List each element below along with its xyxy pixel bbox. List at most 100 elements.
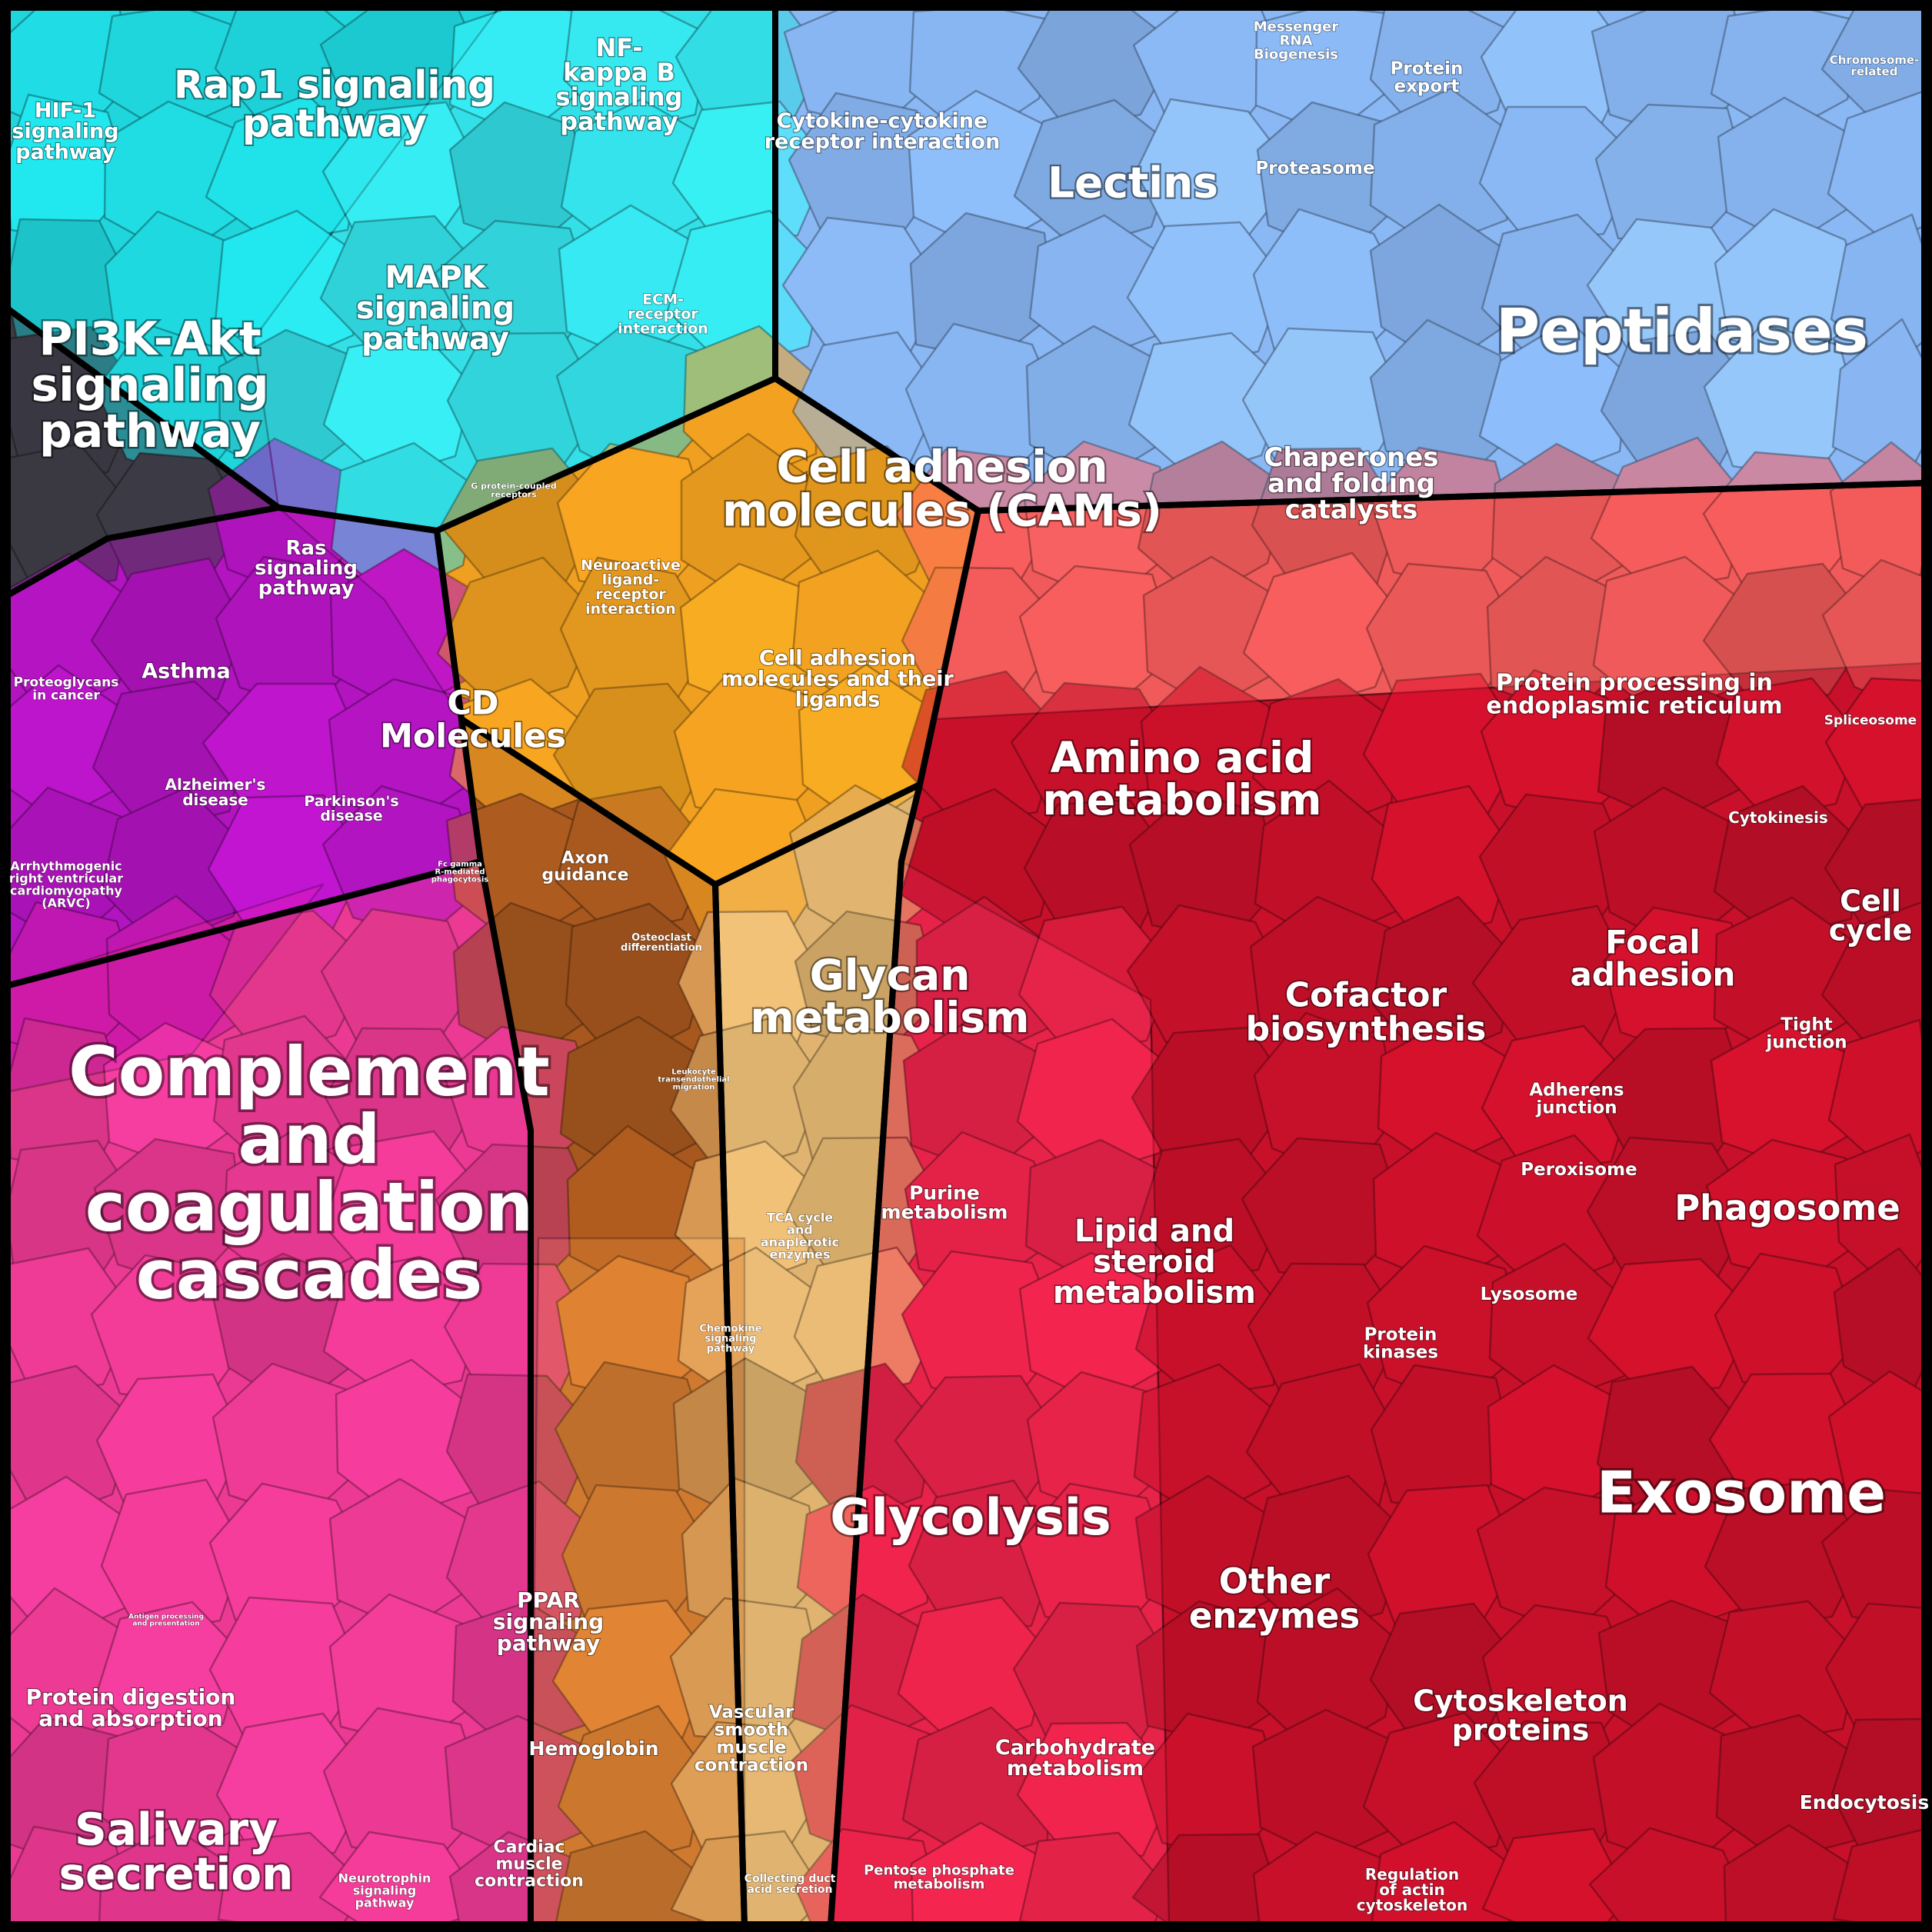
voronoi-cell xyxy=(1370,1820,1523,1926)
label-leukocyte: Leukocyte transendothelial migration xyxy=(658,1068,729,1092)
label-line: related xyxy=(1851,65,1898,78)
label-ras: Ras signaling pathway xyxy=(255,537,358,600)
label-line: signaling xyxy=(12,119,118,143)
label-line: catalysts xyxy=(1285,495,1418,525)
label-line: kinases xyxy=(1363,1343,1438,1363)
label-line: pathway xyxy=(242,102,427,146)
label-line: Hemoglobin xyxy=(528,1737,658,1760)
label-line: Neurotrophin xyxy=(338,1871,431,1886)
label-line: CD xyxy=(447,685,498,723)
label-line: Axon xyxy=(561,849,609,868)
label-line: NF- xyxy=(596,33,643,62)
voronoi-cell xyxy=(215,1712,375,1861)
voronoi-cell xyxy=(1252,1830,1401,1926)
label-line: ligand- xyxy=(602,571,659,588)
label-line: Vascular xyxy=(709,1703,794,1723)
label-line: Carbohydrate xyxy=(995,1736,1155,1760)
label-line: signaling xyxy=(255,557,358,580)
label-carbo: Carbohydrate metabolism xyxy=(995,1736,1155,1780)
label-line: and xyxy=(787,1223,813,1237)
label-line: pathway xyxy=(560,107,678,136)
label-line: endoplasmic reticulum xyxy=(1486,693,1782,720)
label-line: receptor xyxy=(628,306,698,323)
label-line: Messenger xyxy=(1254,18,1339,35)
label-line: Protein xyxy=(1364,1325,1437,1345)
voronoi-cell xyxy=(1369,6,1521,138)
label-chromosome: Chromosome-related xyxy=(1830,53,1920,78)
label-mapk: MAPK signaling pathway xyxy=(356,260,515,357)
voronoi-cell xyxy=(100,1478,246,1637)
voronoi-cell xyxy=(1013,98,1180,251)
label-complement: Complement and coagulation cascades xyxy=(68,1032,550,1314)
label-line: Protein xyxy=(1391,59,1464,79)
label-alzheimer: Alzheimer's disease xyxy=(165,775,266,809)
voronoi-cell xyxy=(448,1830,588,1926)
voronoi-cell xyxy=(445,1373,598,1520)
label-cofactor: Cofactor biosynthesis xyxy=(1246,975,1487,1048)
label-chaperones: Chaperones and folding catalysts xyxy=(1264,442,1438,525)
label-line: PPAR xyxy=(517,1587,580,1613)
label-line: cardiomyopathy xyxy=(10,884,122,898)
voronoi-cell xyxy=(1820,899,1926,1056)
label-line: Molecules xyxy=(380,718,566,756)
label-er: Protein processing in endoplasmic reticul… xyxy=(1486,670,1782,720)
label-asthma: Asthma xyxy=(142,659,230,683)
label-line: Chromosome- xyxy=(1830,53,1920,67)
label-peptidases: Peptidases xyxy=(1496,297,1868,366)
label-cellcycle: Cell cycle xyxy=(1829,884,1913,947)
label-line: muscle xyxy=(716,1738,786,1758)
label-line: HIF-1 xyxy=(35,98,96,122)
label-line: Alzheimer's xyxy=(165,775,266,794)
label-line: export xyxy=(1394,77,1459,97)
voronoi-cell xyxy=(1715,677,1861,820)
label-line: Tight xyxy=(1780,1015,1832,1035)
voronoi-cell xyxy=(551,1599,715,1749)
voronoi-cell xyxy=(1256,1587,1401,1759)
label-line: Regulation xyxy=(1365,1865,1459,1884)
label-line: Amino acid xyxy=(1051,733,1314,782)
label-line: Leukocyte xyxy=(671,1068,716,1077)
label-line: pathway xyxy=(15,140,115,164)
label-tca: TCA cycle and anaplerotic enzymes xyxy=(761,1211,839,1262)
label-line: Peptidases xyxy=(1496,297,1868,366)
voronoi-cell xyxy=(794,445,948,603)
label-line: metabolism xyxy=(894,1876,985,1892)
voronoi-cell xyxy=(1369,1602,1522,1740)
label-line: pathway xyxy=(355,1896,415,1910)
label-line: TCA cycle xyxy=(767,1211,833,1225)
label-axon: Axon guidance xyxy=(541,849,628,885)
label-line: contraction xyxy=(695,1756,808,1776)
voronoi-cell xyxy=(554,1830,705,1926)
voronoi-cell xyxy=(1128,331,1289,479)
label-ppar: PPAR signaling pathway xyxy=(493,1587,604,1656)
label-line: signaling xyxy=(493,1609,604,1634)
label-line: and absorption xyxy=(38,1706,222,1731)
label-line: Biogenesis xyxy=(1254,46,1338,62)
label-line: disease xyxy=(182,791,248,809)
label-line: enzymes xyxy=(769,1247,830,1262)
label-line: receptors xyxy=(491,489,537,499)
label-line: molecules and their xyxy=(721,667,954,691)
label-line: metabolism xyxy=(881,1201,1008,1223)
label-line: pathway xyxy=(497,1631,600,1656)
label-line: Focal xyxy=(1605,924,1700,961)
label-line: Antigen processing xyxy=(128,1614,204,1621)
label-osteoclast: Osteoclast differentiation xyxy=(621,932,702,954)
label-cytoskeleton: Cytoskeleton proteins xyxy=(1413,1684,1628,1747)
voronoi-cell xyxy=(562,6,711,135)
label-vascular: Vascular smooth muscle contraction xyxy=(695,1703,808,1776)
label-tight: Tight junction xyxy=(1765,1015,1847,1053)
label-line: metabolism xyxy=(751,993,1030,1042)
label-line: RNA xyxy=(1280,32,1313,48)
label-collecting: Collecting duct acid secretion xyxy=(744,1873,836,1896)
voronoi-cell xyxy=(436,556,601,711)
label-line: Osteoclast xyxy=(631,932,691,944)
label-line: migration xyxy=(673,1084,715,1092)
label-cellad2: Cell adhesion molecules and their ligands xyxy=(721,646,954,711)
voronoi-cell xyxy=(1821,558,1926,718)
label-cd: CD Molecules xyxy=(380,685,566,756)
label-gpcr: G protein-coupled receptors xyxy=(471,481,557,499)
label-line: and xyxy=(238,1100,380,1179)
voronoi-cell xyxy=(1133,1363,1278,1522)
